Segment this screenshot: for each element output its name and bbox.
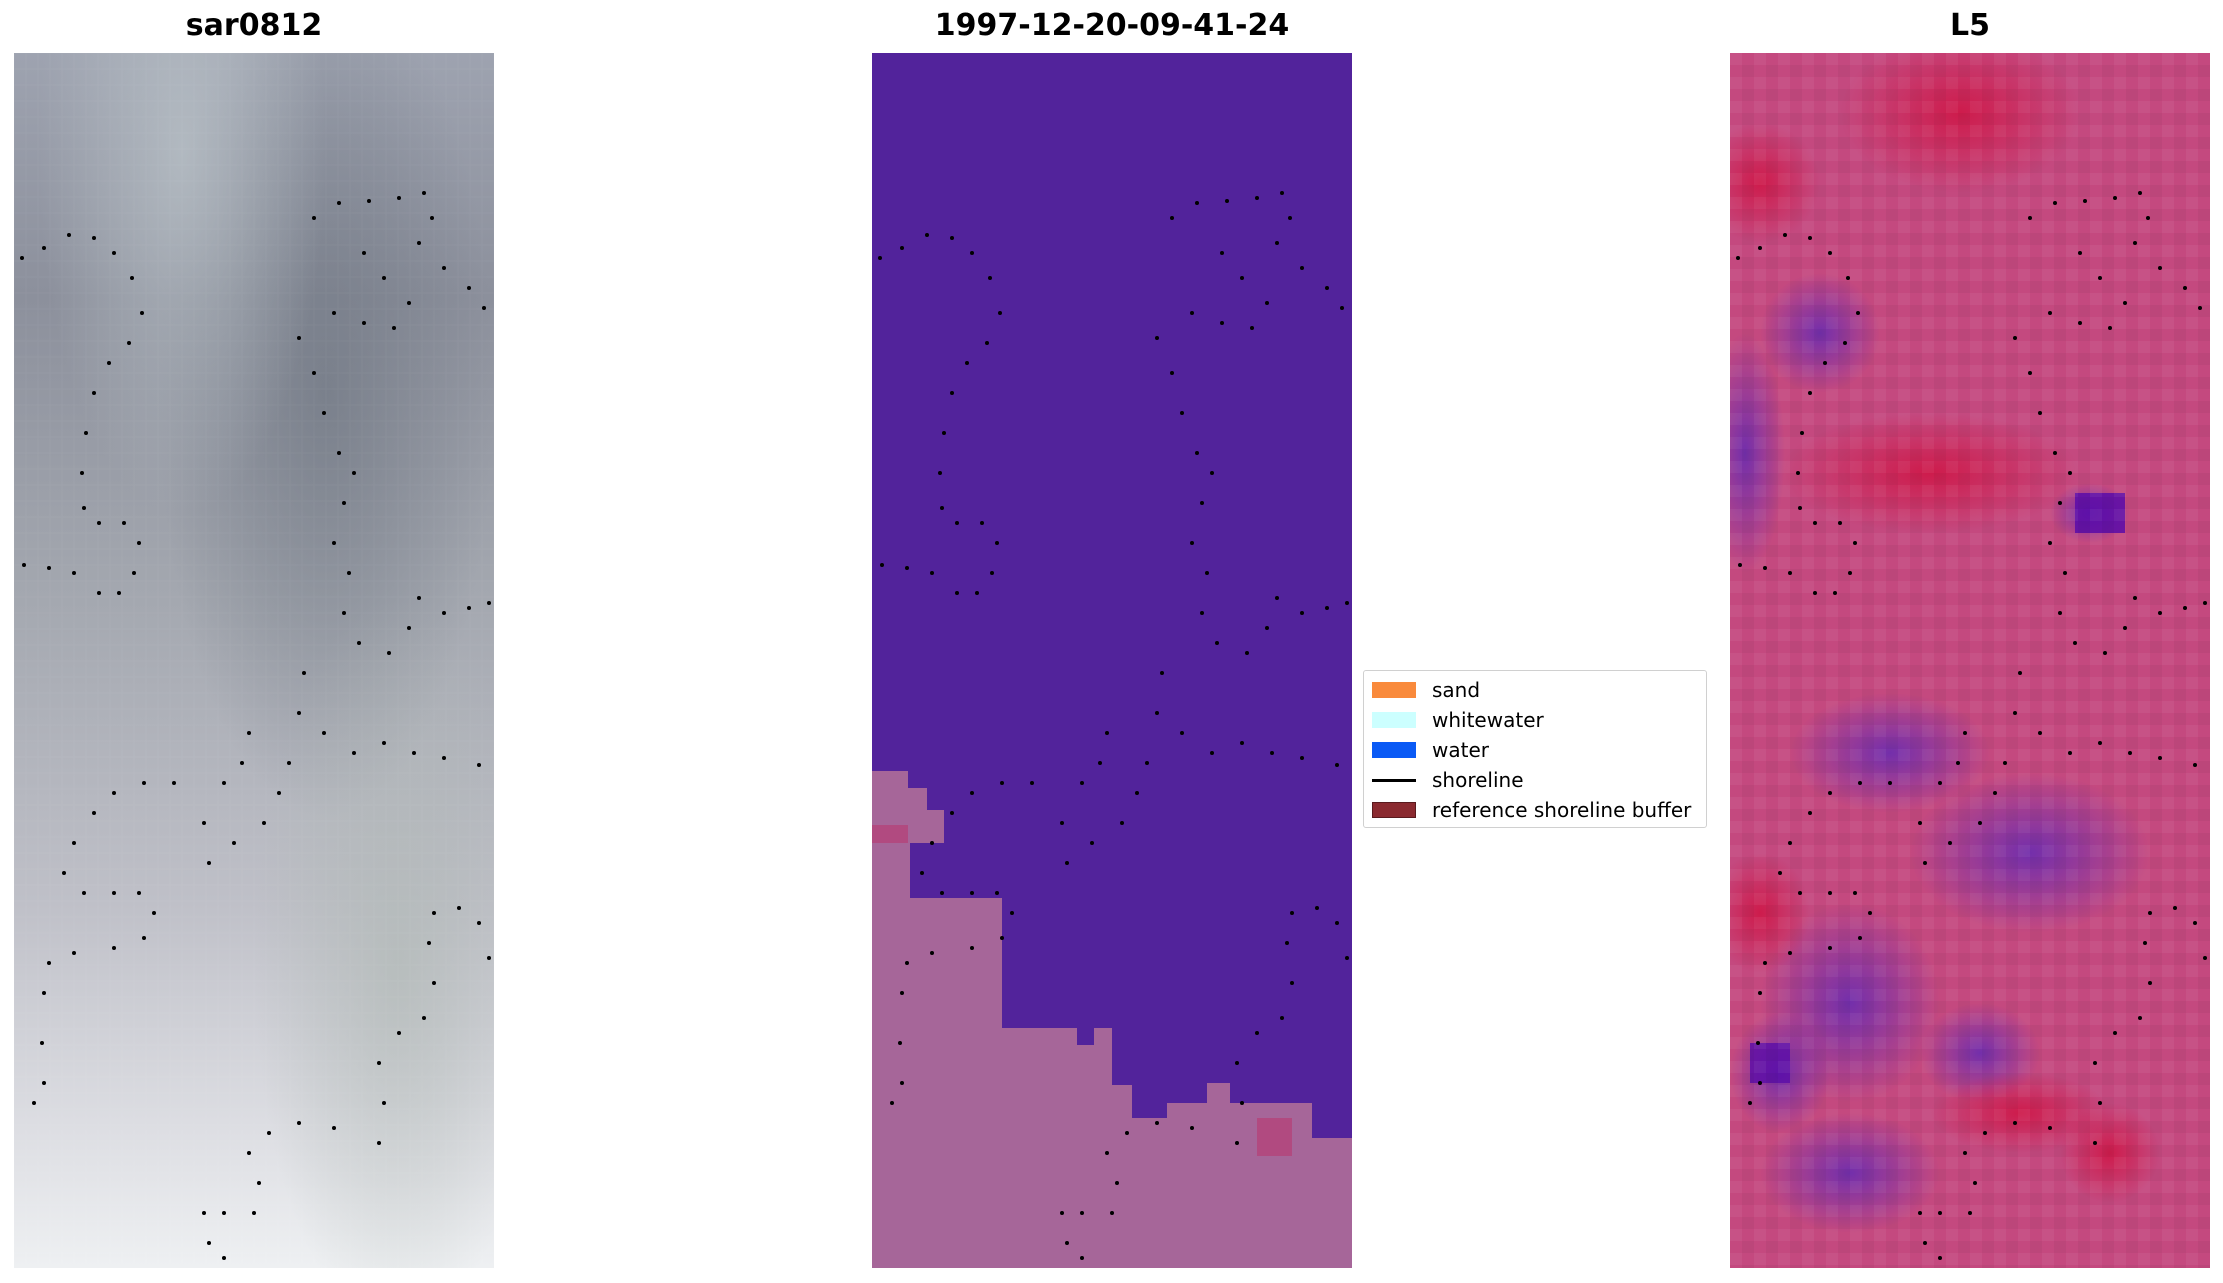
- legend-item-sand: sand: [1372, 675, 1698, 705]
- legend: sand whitewater water shoreline referenc…: [1363, 670, 1707, 828]
- legend-line: [1372, 778, 1416, 782]
- panel-title-sar: sar0812: [185, 8, 323, 43]
- sar-image-panel: [14, 53, 494, 1268]
- legend-label: reference shoreline buffer: [1432, 798, 1692, 822]
- land-patch-dark: [1257, 1118, 1292, 1156]
- land-patch-dark: [872, 825, 908, 843]
- classified-image-panel: [872, 53, 1352, 1268]
- legend-label: whitewater: [1432, 708, 1544, 732]
- legend-item-shoreline: shoreline: [1372, 765, 1698, 795]
- legend-label: shoreline: [1432, 768, 1524, 792]
- legend-label: sand: [1432, 678, 1481, 702]
- legend-swatch: [1372, 682, 1416, 698]
- legend-label: water: [1432, 738, 1489, 762]
- legend-item-whitewater: whitewater: [1372, 705, 1698, 735]
- sar-image: [14, 53, 494, 1268]
- shoreline-dots: [878, 191, 1349, 1260]
- classified-image: [872, 53, 1352, 1268]
- shoreline-dots: [20, 191, 491, 1260]
- legend-item-reference-buffer: reference shoreline buffer: [1372, 795, 1698, 825]
- legend-item-water: water: [1372, 735, 1698, 765]
- legend-swatch: [1372, 712, 1416, 728]
- l5-image-panel: [1730, 53, 2210, 1268]
- legend-swatch: [1372, 802, 1416, 818]
- panel-title-date: 1997-12-20-09-41-24: [934, 8, 1290, 43]
- panel-title-l5: L5: [1950, 8, 1990, 43]
- land-region: [872, 771, 1352, 1268]
- l5-image: [1730, 53, 2210, 1268]
- legend-swatch: [1372, 742, 1416, 758]
- shoreline-dots: [1736, 191, 2207, 1260]
